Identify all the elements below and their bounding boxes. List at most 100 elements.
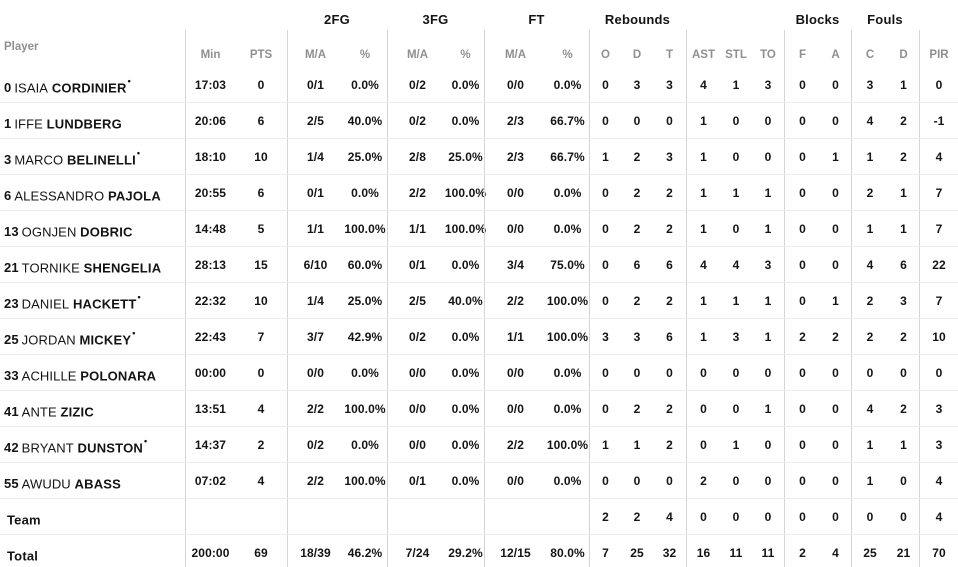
player-last-name: CORDINIER [51,80,127,96]
player-row[interactable]: 13 OGNJEN DOBRIC 14:48 5 1/1 100.0% 1/1 1… [0,211,958,247]
cell-to: 3 [764,257,772,272]
cell-pir: 4 [919,499,958,534]
player-last-name: LUNDBERG [46,116,122,132]
cell-fouls-c: 3 [851,67,888,102]
cell-min: 14:37 [185,427,235,462]
player-cell: 23 DANIEL HACKETT• [0,283,185,318]
player-cell: 25 JORDAN MICKEY• [0,319,185,354]
cell-ast: 1 [686,175,720,210]
column-header-to: TO [760,49,776,61]
cell-2fg-ma: 18/39 [287,535,343,567]
cell-blocks-a: 0 [832,509,839,524]
cell-blocks-a: 0 [832,257,839,272]
cell-pts: 6 [257,113,265,128]
cell-ft-pct: 66.7% [550,113,585,128]
cell-pts: 4 [257,473,265,488]
cell-2fg-pct: 46.2% [347,545,383,560]
cell-3fg-ma: 0/0 [387,355,447,390]
cell-ast: 1 [686,139,720,174]
cell-3fg-pct: 0.0% [451,113,480,128]
player-cell: 33 ACHILLE POLONARA [0,355,185,390]
cell-reb-o: 0 [589,175,621,210]
player-row[interactable]: 3 MARCO BELINELLI• 18:10 10 1/4 25.0% 2/8… [0,139,958,175]
player-row[interactable]: 55 AWUDU ABASS 07:02 4 2/2 100.0% 0/1 0.0… [0,463,958,499]
cell-stl: 1 [732,437,740,452]
cell-3fg-ma: 0/1 [387,463,447,498]
cell-ft-pct: 100.0% [546,293,589,308]
cell-reb-t: 2 [666,401,673,416]
cell-pts [235,499,287,534]
cell-ft-ma: 0/0 [484,67,546,102]
group-header-row: 2FG 3FG FT Rebounds Blocks Fouls [0,0,958,30]
cell-reb-d: 3 [633,329,641,344]
cell-stl: 0 [732,473,740,488]
cell-3fg-ma [387,499,447,534]
cell-reb-o: 0 [589,391,621,426]
cell-fouls-c: 4 [851,391,888,426]
cell-to: 3 [764,77,772,92]
cell-blocks-a: 0 [832,473,839,488]
cell-to: 1 [764,185,772,200]
jersey-number: 42 [4,440,19,456]
cell-blocks-a: 0 [832,113,839,128]
column-header-3fg-pct: % [460,49,471,61]
cell-pir: 7 [919,175,958,210]
cell-blocks-f: 0 [784,67,820,102]
cell-fouls-d: 2 [900,113,907,128]
jersey-number: 3 [4,152,12,168]
player-row[interactable]: 25 JORDAN MICKEY• 22:43 7 3/7 42.9% 0/2 0… [0,319,958,355]
cell-fouls-c: 2 [851,283,888,318]
player-row[interactable]: 23 DANIEL HACKETT• 22:32 10 1/4 25.0% 2/5… [0,283,958,319]
cell-fouls-d: 3 [900,293,907,308]
jersey-number: 6 [4,188,12,204]
cell-ft-pct: 0.0% [553,365,582,380]
cell-ft-ma: 0/0 [484,391,546,426]
cell-blocks-f: 0 [784,211,820,246]
cell-blocks-f: 0 [784,283,820,318]
column-header-reb-t: T [665,49,674,61]
cell-ast: 0 [686,499,720,534]
cell-blocks-a: 4 [832,545,839,560]
player-row[interactable]: 21 TORNIKE SHENGELIA 28:13 15 6/10 60.0% … [0,247,958,283]
cell-fouls-c: 4 [851,103,888,138]
cell-fouls-d: 1 [900,221,907,236]
cell-blocks-a: 1 [832,293,839,308]
player-last-name: ABASS [74,476,122,492]
player-row[interactable]: 41 ANTE ZIZIC 13:51 4 2/2 100.0% 0/0 0.0%… [0,391,958,427]
player-last-name: HACKETT [72,296,137,312]
cell-reb-d: 1 [633,437,641,452]
cell-pir: -1 [919,103,958,138]
cell-ft-ma: 2/2 [484,283,546,318]
cell-stl: 0 [732,221,740,236]
player-row[interactable]: 33 ACHILLE POLONARA 00:00 0 0/0 0.0% 0/0 … [0,355,958,391]
cell-ft-ma: 0/0 [484,175,546,210]
player-first-name: ANTE [21,404,57,420]
cell-reb-t: 2 [666,437,673,452]
cell-reb-o: 1 [589,427,621,462]
player-cell: 6 ALESSANDRO PAJOLA [0,175,185,210]
cell-reb-t: 4 [666,509,673,524]
cell-fouls-d: 6 [900,257,907,272]
cell-2fg-pct: 0.0% [351,365,379,380]
cell-2fg-ma: 0/1 [287,67,343,102]
cell-stl: 4 [732,257,740,272]
cell-fouls-d: 2 [900,329,907,344]
cell-reb-d: 3 [633,77,641,92]
player-row[interactable]: 1 IFFE LUNDBERG 20:06 6 2/5 40.0% 0/2 0.0… [0,103,958,139]
cell-reb-o: 3 [589,319,621,354]
cell-pts: 2 [257,437,265,452]
cell-blocks-f: 2 [784,535,820,567]
player-first-name: DANIEL [21,296,70,312]
column-header-reb-d: D [632,49,642,61]
player-first-name: MARCO [14,152,64,168]
player-first-name: TORNIKE [21,260,80,276]
cell-2fg-ma: 0/2 [287,427,343,462]
jersey-number: 21 [4,260,19,276]
player-row[interactable]: 6 ALESSANDRO PAJOLA 20:55 6 0/1 0.0% 2/2 … [0,175,958,211]
player-first-name: AWUDU [21,476,71,492]
player-row[interactable]: 0 ISAIA CORDINIER• 17:03 0 0/1 0.0% 0/2 0… [0,67,958,103]
cell-pts: 6 [257,185,265,200]
player-row[interactable]: 42 BRYANT DUNSTON• 14:37 2 0/2 0.0% 0/0 0… [0,427,958,463]
cell-ast: 1 [686,319,720,354]
cell-reb-d: 6 [633,257,641,272]
